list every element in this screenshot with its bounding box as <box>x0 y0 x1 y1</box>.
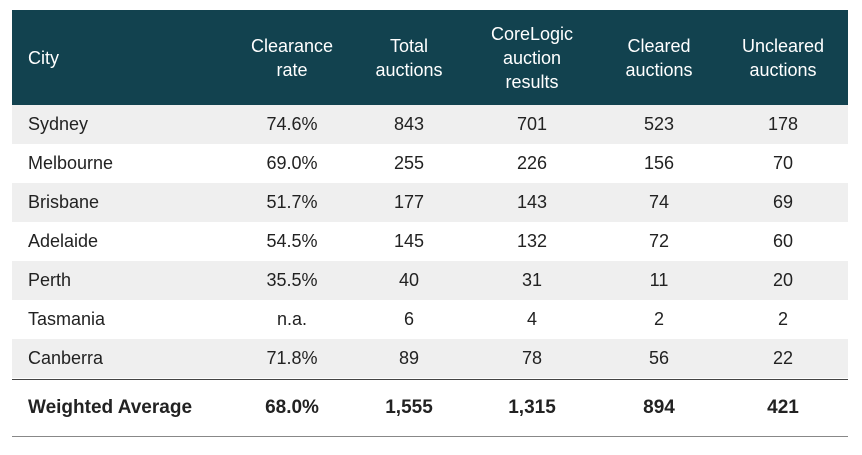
total-corelogic-results: 1,315 <box>508 397 556 418</box>
total-auctions-cell: 40 <box>398 270 420 290</box>
table-row: Canberra 71.8% 89 78 56 22 <box>12 339 848 378</box>
total-auctions: 1,555 <box>385 397 433 418</box>
auction-results-table: City Clearance rate Total auctions CoreL… <box>12 10 848 437</box>
cleared-cell: 74 <box>648 192 670 212</box>
total-uncleared: 421 <box>767 397 799 418</box>
city-cell: Melbourne <box>28 153 114 173</box>
header-corelogic-results: CoreLogic auction results <box>490 23 574 92</box>
bottom-rule <box>12 436 848 437</box>
total-auctions-cell: 145 <box>393 231 425 251</box>
cleared-cell: 56 <box>648 348 670 368</box>
cleared-cell: 523 <box>643 114 675 134</box>
total-auctions-cell: 6 <box>403 309 414 329</box>
clearance-rate-cell: 54.5% <box>266 231 318 251</box>
clearance-rate-cell: n.a. <box>276 309 308 329</box>
header-total-auctions: Total auctions <box>375 35 443 80</box>
uncleared-cell: 60 <box>772 231 794 251</box>
total-label: Weighted Average <box>28 397 193 418</box>
total-auctions-cell: 843 <box>393 114 425 134</box>
uncleared-cell: 70 <box>772 153 794 173</box>
uncleared-cell: 69 <box>772 192 794 212</box>
city-cell: Adelaide <box>28 231 99 251</box>
corelogic-results-cell: 78 <box>521 348 543 368</box>
table-row: Adelaide 54.5% 145 132 72 60 <box>12 222 848 261</box>
total-auctions-cell: 89 <box>398 348 420 368</box>
city-cell: Canberra <box>28 348 104 368</box>
header-city: City <box>28 47 59 68</box>
city-cell: Tasmania <box>28 309 106 329</box>
total-clearance-rate: 68.0% <box>265 397 319 418</box>
cleared-cell: 11 <box>649 270 669 290</box>
uncleared-cell: 2 <box>777 309 788 329</box>
uncleared-cell: 20 <box>772 270 794 290</box>
weighted-average-row: Weighted Average 68.0% 1,555 1,315 894 4… <box>12 380 848 436</box>
header-clearance-rate: Clearance rate <box>250 35 334 80</box>
header-cleared-auctions: Cleared auctions <box>625 35 693 80</box>
city-cell: Perth <box>28 270 72 290</box>
corelogic-results-cell: 31 <box>521 270 543 290</box>
city-cell: Brisbane <box>28 192 100 212</box>
corelogic-results-cell: 143 <box>516 192 548 212</box>
clearance-rate-cell: 74.6% <box>266 114 318 134</box>
cleared-cell: 2 <box>653 309 664 329</box>
city-cell: Sydney <box>28 114 89 134</box>
cleared-cell: 72 <box>648 231 670 251</box>
clearance-rate-cell: 35.5% <box>266 270 318 290</box>
clearance-rate-cell: 69.0% <box>266 153 318 173</box>
table-row: Sydney 74.6% 843 701 523 178 <box>12 105 848 144</box>
total-divider <box>12 379 848 380</box>
uncleared-cell: 22 <box>772 348 794 368</box>
uncleared-cell: 178 <box>767 114 799 134</box>
table-row: Tasmania n.a. 6 4 2 2 <box>12 300 848 339</box>
header-uncleared-auctions: Uncleared auctions <box>741 35 825 80</box>
table-row: Brisbane 51.7% 177 143 74 69 <box>12 183 848 222</box>
table-header: City Clearance rate Total auctions CoreL… <box>12 10 848 105</box>
corelogic-results-cell: 701 <box>516 114 548 134</box>
corelogic-results-cell: 4 <box>526 309 537 329</box>
clearance-rate-cell: 51.7% <box>266 192 318 212</box>
corelogic-results-cell: 132 <box>516 231 548 251</box>
cleared-cell: 156 <box>643 153 675 173</box>
table-row: Perth 35.5% 40 31 11 20 <box>12 261 848 300</box>
clearance-rate-cell: 71.8% <box>266 348 318 368</box>
corelogic-results-cell: 226 <box>516 153 548 173</box>
table-row: Melbourne 69.0% 255 226 156 70 <box>12 144 848 183</box>
total-auctions-cell: 255 <box>393 153 425 173</box>
total-auctions-cell: 177 <box>393 192 425 212</box>
total-cleared: 894 <box>643 397 675 418</box>
